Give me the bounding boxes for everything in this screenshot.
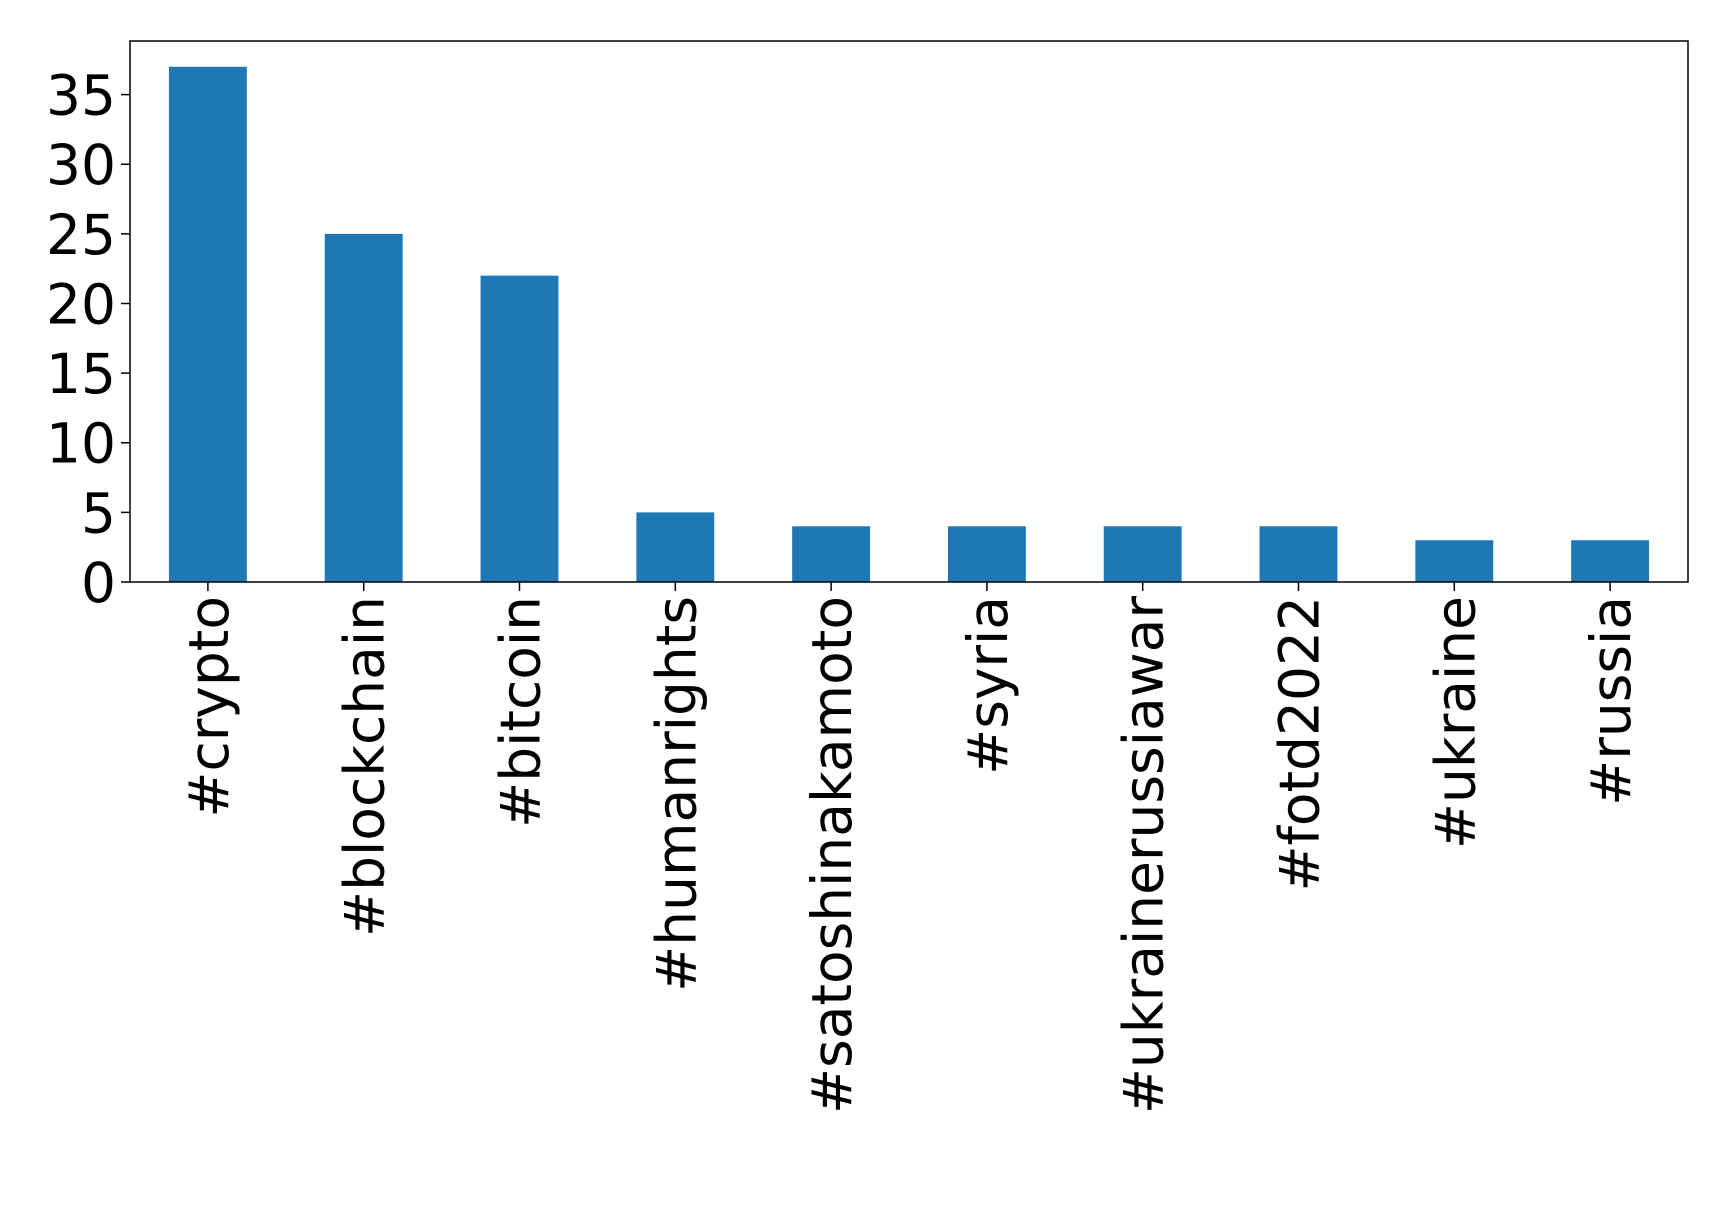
x-tick-label: #blockchain (333, 596, 397, 937)
plot-frame (129, 40, 1689, 583)
y-tick-label: 35 (46, 64, 116, 128)
x-tick-label: #bitcoin (489, 596, 553, 828)
y-tick-label: 30 (46, 133, 116, 197)
bar (636, 512, 715, 582)
x-tick-label: #satoshinakamoto (800, 596, 864, 1114)
bar (168, 66, 247, 582)
y-tick-label: 0 (81, 551, 116, 615)
x-tick-label: #russia (1579, 596, 1643, 806)
y-tick-label: 25 (46, 203, 116, 267)
bar (1103, 526, 1182, 582)
y-tick-label: 15 (46, 342, 116, 406)
bar (324, 233, 403, 582)
y-tick-label: 5 (81, 481, 116, 545)
bar (480, 275, 559, 582)
x-tick-label: #ukrainerussiawar (1112, 596, 1176, 1115)
x-tick-label: #ukraine (1423, 596, 1487, 849)
x-tick-label: #crypto (177, 596, 241, 818)
bar (1259, 526, 1338, 582)
y-tick-label: 10 (46, 412, 116, 476)
bar (792, 526, 871, 582)
x-tick-label: #humanrights (644, 596, 708, 992)
y-tick-label: 20 (46, 272, 116, 336)
bar (1415, 540, 1494, 582)
bar (1571, 540, 1650, 582)
bar (947, 526, 1026, 582)
x-tick-label: #syria (956, 596, 1020, 775)
x-tick-label: #fotd2022 (1268, 596, 1332, 892)
